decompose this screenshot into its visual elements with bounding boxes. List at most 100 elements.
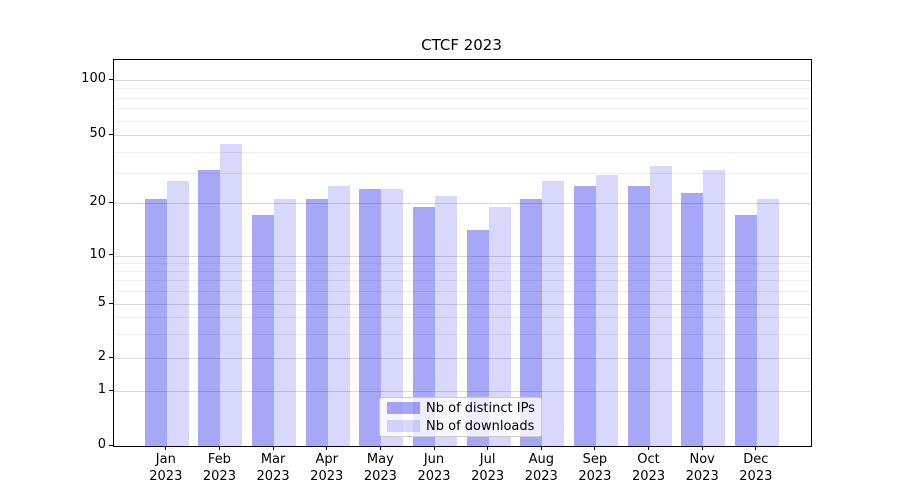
- x-tick-label-feb: Feb 2023: [187, 451, 251, 485]
- x-tick-label-sep: Sep 2023: [563, 451, 627, 485]
- y-tick-label-10: 10: [89, 246, 106, 262]
- y-tick-mark: [109, 444, 113, 446]
- minor-gridline: [114, 108, 811, 110]
- y-tick-mark: [109, 302, 113, 304]
- x-tick-label-oct: Oct 2023: [617, 451, 681, 485]
- bar-jan-distinct-ips: [144, 199, 167, 446]
- legend-swatch-downloads: [387, 420, 420, 432]
- x-tick-year: 2023: [685, 469, 719, 484]
- x-tick-label-jan: Jan 2023: [134, 451, 198, 485]
- major-gridline: [114, 358, 811, 359]
- x-tick-label-nov: Nov 2023: [670, 451, 734, 485]
- x-tick-label-mar: Mar 2023: [241, 451, 305, 485]
- x-tick-year: 2023: [310, 469, 344, 484]
- bar-jul-downloads: [488, 206, 511, 446]
- minor-gridline: [114, 88, 811, 90]
- bar-sep-distinct-ips: [573, 186, 596, 446]
- x-tick-mark: [487, 446, 489, 450]
- x-tick-year: 2023: [578, 469, 612, 484]
- y-tick-label-5: 5: [97, 295, 106, 310]
- bar-aug-downloads: [542, 180, 565, 446]
- major-gridline: [114, 304, 811, 305]
- y-tick-mark: [109, 78, 113, 80]
- legend-swatch-distinct-ips: [387, 402, 420, 414]
- bar-jul-distinct-ips: [466, 230, 489, 446]
- x-tick-year: 2023: [739, 469, 773, 484]
- x-tick-label-jul: Jul 2023: [456, 451, 520, 485]
- y-tick-mark: [109, 389, 113, 391]
- x-tick-label-dec: Dec 2023: [724, 451, 788, 485]
- y-tick-label-100: 100: [81, 71, 106, 86]
- x-tick-year: 2023: [471, 469, 505, 484]
- x-tick-mark: [272, 446, 274, 450]
- x-tick-mark: [701, 446, 703, 450]
- x-tick-mark: [379, 446, 381, 450]
- chart-title: CTCF 2023: [421, 36, 502, 54]
- y-tick-label-50: 50: [89, 126, 106, 141]
- x-tick-mark: [218, 446, 220, 450]
- x-tick-year: 2023: [632, 469, 666, 484]
- bar-mar-distinct-ips: [252, 215, 275, 446]
- major-gridline: [114, 135, 811, 136]
- bar-aug-distinct-ips: [520, 199, 543, 446]
- minor-gridline: [114, 271, 811, 273]
- x-tick-mark: [326, 446, 328, 450]
- y-tick-label-1: 1: [97, 382, 106, 397]
- legend-label-distinct-ips: Nb of distinct IPs: [426, 400, 535, 416]
- minor-gridline: [114, 280, 811, 282]
- bar-feb-downloads: [220, 144, 243, 446]
- major-gridline: [114, 255, 811, 257]
- minor-gridline: [114, 97, 811, 99]
- major-gridline: [114, 80, 811, 81]
- bar-sep-downloads: [595, 175, 618, 446]
- x-tick-year: 2023: [149, 469, 183, 484]
- bar-jan-downloads: [166, 180, 189, 446]
- bar-may-distinct-ips: [359, 189, 382, 446]
- bar-mar-downloads: [274, 199, 297, 446]
- bar-jun-distinct-ips: [413, 206, 435, 446]
- bar-may-downloads: [381, 189, 404, 446]
- x-tick-mark: [165, 446, 167, 450]
- x-tick-label-aug: Aug 2023: [509, 451, 573, 485]
- minor-gridline: [114, 334, 811, 336]
- bar-dec-distinct-ips: [734, 215, 757, 446]
- minor-gridline: [114, 291, 811, 293]
- minor-gridline: [114, 151, 811, 153]
- legend-item-downloads: Nb of downloads: [387, 419, 534, 434]
- legend-label-downloads: Nb of downloads: [426, 418, 535, 434]
- x-tick-year: 2023: [256, 469, 290, 484]
- x-tick-year: 2023: [363, 469, 397, 484]
- plot-area: Nb of distinct IPs Nb of downloads: [113, 59, 812, 447]
- y-tick-mark: [109, 254, 113, 255]
- major-gridline: [114, 203, 811, 204]
- y-tick-label-2: 2: [97, 349, 106, 364]
- bar-dec-downloads: [756, 199, 779, 446]
- bar-oct-downloads: [649, 165, 672, 446]
- minor-gridline: [114, 172, 811, 174]
- x-tick-mark: [433, 446, 435, 450]
- x-tick-year: 2023: [524, 469, 558, 484]
- x-tick-mark: [540, 446, 542, 450]
- bar-apr-distinct-ips: [305, 199, 328, 446]
- bar-oct-distinct-ips: [627, 186, 650, 446]
- y-tick-label-0: 0: [97, 437, 106, 452]
- legend: Nb of distinct IPs Nb of downloads: [379, 397, 542, 437]
- bar-jun-downloads: [435, 195, 457, 446]
- y-tick-mark: [109, 356, 113, 358]
- y-tick-mark: [109, 201, 113, 203]
- x-tick-mark: [755, 446, 757, 450]
- x-tick-mark: [648, 446, 650, 450]
- x-tick-label-may: May 2023: [348, 451, 412, 485]
- x-tick-mark: [594, 446, 596, 450]
- minor-gridline: [114, 120, 811, 122]
- bar-apr-downloads: [327, 186, 350, 446]
- x-tick-label-apr: Apr 2023: [295, 451, 359, 485]
- bar-nov-downloads: [703, 170, 726, 446]
- bar-nov-distinct-ips: [681, 192, 704, 446]
- x-tick-label-jun: Jun 2023: [402, 451, 466, 485]
- minor-gridline: [114, 317, 811, 319]
- bar-feb-distinct-ips: [198, 170, 221, 446]
- x-tick-year: 2023: [202, 469, 236, 484]
- x-tick-year: 2023: [417, 469, 451, 484]
